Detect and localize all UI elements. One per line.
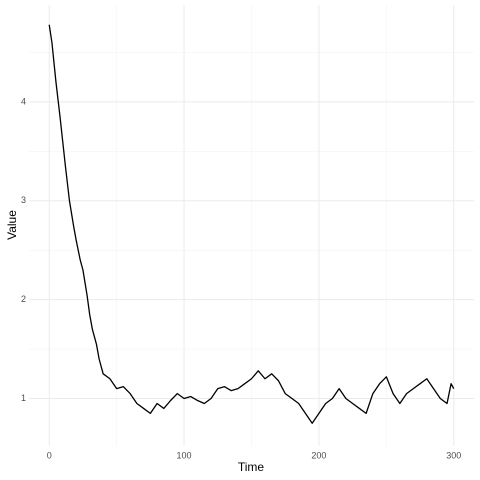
- y-tick-label: 2: [21, 294, 26, 304]
- x-tick-label: 100: [177, 450, 192, 460]
- x-tick-label: 0: [47, 450, 52, 460]
- line: [48, 24, 455, 424]
- y-tick-label: 1: [21, 393, 26, 403]
- x-tick-label: 200: [311, 450, 326, 460]
- y-tick-label: 4: [21, 96, 26, 106]
- x-tick-label: 300: [446, 450, 461, 460]
- y-axis-title: Value: [5, 210, 19, 240]
- x-axis-title: Time: [238, 460, 265, 474]
- y-tick-label: 3: [21, 195, 26, 205]
